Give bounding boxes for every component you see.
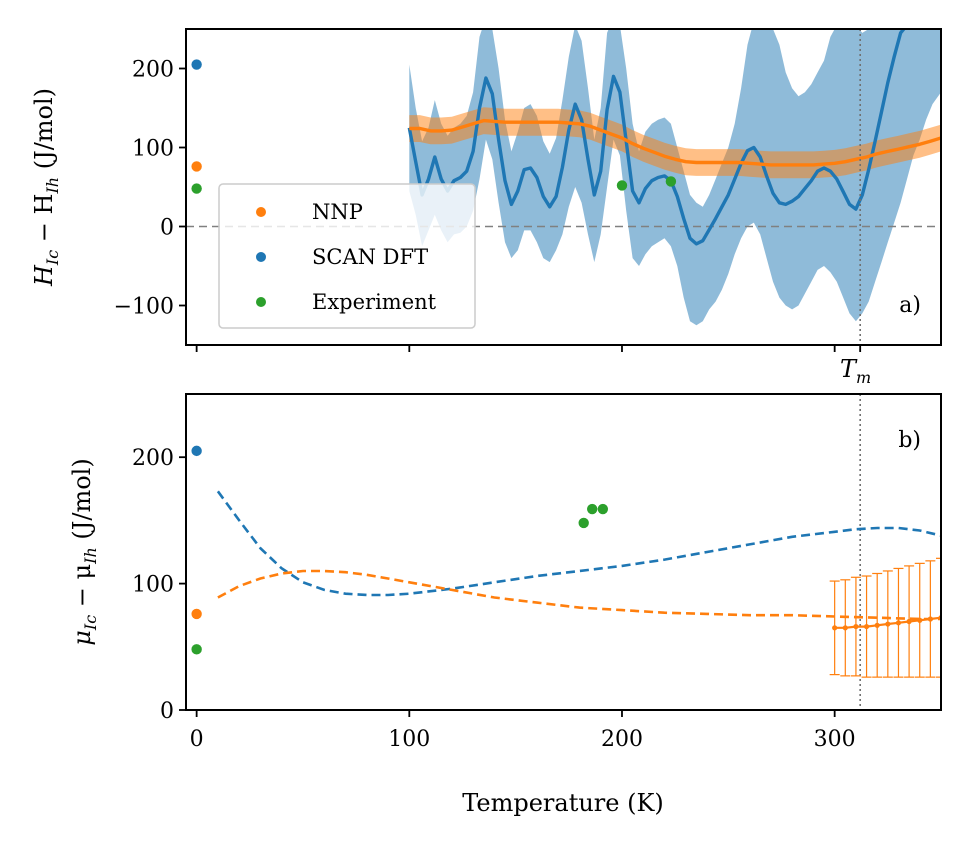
scan-uncertainty-band [409, 29, 941, 326]
panel-a-point-experiment [616, 180, 628, 191]
scan-enthalpy-line [407, 29, 906, 246]
nnp-enthalpy-line [409, 118, 941, 167]
panel-b-point-experiment [597, 503, 609, 515]
panel-a-point-experiment [191, 183, 202, 194]
panel-a-point-scan-dft [191, 59, 202, 70]
panel-b-point-nnp [191, 608, 202, 620]
nnp-errorbar-point [853, 623, 859, 630]
panel-a-frame [185, 28, 942, 346]
nnp-chemical-potential-dashed-line [217, 569, 941, 621]
panel-b-point-experiment [587, 503, 598, 515]
panel-a-chart: −100 0 100 200 HIc − HIh (J/mol) a) Tm NNP … [30, 28, 942, 387]
nnp-errorbar-point [842, 625, 848, 631]
panel-b-chart: 0 100 200 0 100 200 300 μIc − μIh (J/mol) b) T… [68, 393, 942, 817]
nnp-errorbar-point [927, 616, 933, 622]
panel-a-y-axis-label: HIc − HIh (J/mol) [30, 88, 62, 287]
nnp-errorbar-point [832, 625, 838, 631]
panel-b-x-tick-label: 0 [190, 727, 204, 752]
legend: NNP SCAN DFT Experiment [218, 183, 476, 329]
panel-a-plot-area [186, 29, 941, 326]
nnp-errorbar-point [906, 618, 912, 625]
legend-marker-scan [256, 252, 266, 262]
legend-label-experiment: Experiment [312, 290, 437, 314]
x-axis-label: Temperature (K) [462, 789, 664, 817]
nnp-errorbar-point [863, 623, 870, 630]
nnp-errorbar-point [885, 621, 891, 627]
nnp-errorbar-point [895, 620, 902, 626]
legend-label-nnp: NNP [312, 200, 363, 224]
panel-b-x-tick-label: 300 [814, 727, 856, 752]
panel-b-y-axis-label: μIc − μIh (J/mol) [68, 458, 100, 645]
panel-b-point-scan-dft [191, 445, 202, 457]
panel-a-point-experiment [665, 176, 677, 187]
panel-b-point-experiment [578, 517, 589, 529]
panel-b-x-tick-label: 200 [601, 727, 643, 752]
panel-b-y-tick-label: 200 [132, 446, 174, 471]
nnp-errorbar-point [874, 622, 880, 628]
panel-a-y-tick-label: −100 [114, 295, 174, 320]
legend-marker-experiment [256, 297, 266, 307]
panel-a-y-tick-label: 200 [132, 58, 174, 83]
scan-chemical-potential-dashed-line [216, 490, 941, 597]
panel-a-axes: −100 0 100 200 [114, 58, 862, 352]
panel-a-label: a) [899, 293, 921, 318]
panel-a-y-tick-label: 100 [132, 137, 174, 162]
panel-b-point-experiment [191, 644, 202, 655]
panel-b-label: b) [898, 428, 921, 453]
panel-b-y-tick-label: 100 [132, 573, 174, 598]
nnp-uncertainty-band [409, 107, 941, 179]
panel-a-point-nnp [191, 161, 202, 172]
tm-label: Tm [840, 355, 871, 387]
panel-b-y-tick-label: 0 [160, 699, 174, 724]
nnp-errorbar-point [917, 617, 923, 623]
panel-a-y-tick-label: 0 [160, 216, 174, 241]
legend-label-scan: SCAN DFT [312, 245, 428, 269]
panel-b-axes: 0 100 200 0 100 200 300 [132, 446, 856, 752]
legend-marker-nnp [256, 207, 266, 217]
legend-box [218, 183, 476, 329]
panel-b-frame [185, 393, 942, 711]
panel-b-plot-area [186, 394, 941, 710]
panel-b-x-tick-label: 100 [388, 727, 430, 752]
